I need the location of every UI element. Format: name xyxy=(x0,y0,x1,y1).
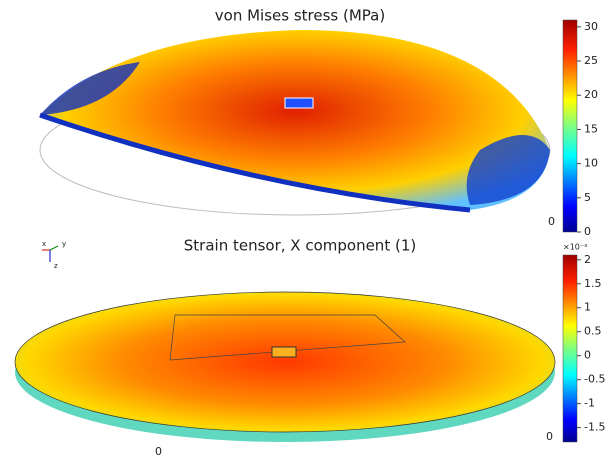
triad-label: y xyxy=(62,240,66,248)
colorbar-multiplier: ×10⁻³ xyxy=(563,243,587,252)
bottom-plot: 0 0 x y z xyxy=(15,240,555,455)
colorbar xyxy=(563,20,577,232)
colorbar-tick-label: 0.5 xyxy=(584,325,602,338)
plot-title: Strain tensor, X component (1) xyxy=(184,237,416,255)
colorbar xyxy=(563,255,577,442)
axis-label: 0 xyxy=(155,445,162,455)
colorbar-tick-label: 10 xyxy=(584,157,598,170)
colorbar-tick-label: 15 xyxy=(584,122,598,135)
center-hole xyxy=(285,98,313,108)
colorbar-tick-label: -1 xyxy=(584,397,595,410)
colorbar-tick-label: 25 xyxy=(584,54,598,67)
plate-top xyxy=(15,292,555,432)
colorbar-tick-label: 5 xyxy=(584,191,591,204)
axis-label: 0 xyxy=(546,430,553,443)
figure: 0 0 0 x y z von Mises stress (MPa) Strai… xyxy=(0,0,605,455)
triad-label: x xyxy=(42,240,46,248)
triad-label: z xyxy=(54,262,58,270)
colorbar-tick-label: -0.5 xyxy=(584,373,605,386)
top-plot: 0 xyxy=(40,30,555,228)
axis-triad: x y z xyxy=(42,240,66,270)
colorbar-tick-label: 1 xyxy=(584,301,591,314)
center-hole xyxy=(272,347,296,357)
colorbar-tick-label: 2 xyxy=(584,253,591,266)
plot-title: von Mises stress (MPa) xyxy=(215,7,385,25)
colorbar-tick-label: 0 xyxy=(584,349,591,362)
colorbar-tick-label: 0 xyxy=(584,225,591,238)
colorbar-tick-label: 1.5 xyxy=(584,277,602,290)
axis-label: 0 xyxy=(548,215,555,228)
colorbar-tick-label: -1.5 xyxy=(584,421,605,434)
colorbar-tick-label: 30 xyxy=(584,20,598,33)
colorbar-tick-label: 20 xyxy=(584,88,598,101)
